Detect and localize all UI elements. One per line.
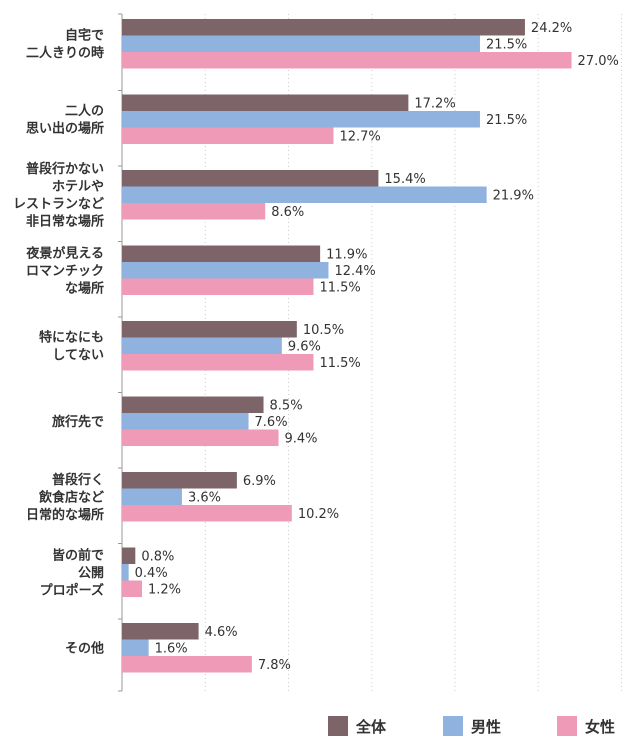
- data-label: 12.4%: [334, 264, 375, 279]
- data-label: 21.9%: [493, 188, 534, 203]
- bar: [122, 170, 379, 187]
- data-label: 7.8%: [258, 658, 291, 673]
- category-label-line: 二人の: [65, 103, 104, 119]
- legend-label: 女性: [585, 718, 615, 736]
- data-label: 27.0%: [578, 54, 619, 69]
- category-label: 普段行く飲食店など日常的な場所: [26, 472, 104, 523]
- category-label-line: 特になにも: [39, 330, 104, 346]
- bar: [122, 505, 292, 522]
- category-label-line: ロマンチック: [26, 264, 104, 279]
- bar: [122, 429, 279, 446]
- category-label-line: 非日常な場所: [26, 214, 104, 230]
- legend-label: 男性: [471, 718, 501, 736]
- bar: [122, 656, 252, 673]
- data-label: 10.5%: [303, 323, 344, 338]
- bar: [122, 321, 297, 338]
- category-labels: 自宅で二人きりの時二人の思い出の場所普段行かないホテルやレストランなど非日常な場…: [13, 28, 104, 657]
- category-label: 夜景が見えるロマンチックな場所: [25, 245, 104, 296]
- data-label: 7.6%: [255, 415, 288, 430]
- data-label: 0.8%: [141, 549, 174, 564]
- category-label-line: レストランなど: [13, 197, 104, 212]
- bar: [122, 35, 480, 52]
- category-label-line: 旅行先で: [52, 414, 104, 430]
- bar: [122, 337, 282, 354]
- bar: [122, 547, 136, 564]
- category-label: 自宅で二人きりの時: [26, 28, 104, 62]
- category-label-line: 自宅で: [65, 28, 104, 44]
- data-label: 11.5%: [319, 280, 360, 295]
- bar: [122, 262, 329, 279]
- data-label: 8.6%: [271, 205, 304, 220]
- data-label: 11.9%: [326, 247, 367, 262]
- legend-swatch: [557, 716, 577, 736]
- category-label-line: 普段行く: [52, 472, 104, 488]
- category-label: 旅行先で: [52, 414, 104, 430]
- data-label: 3.6%: [188, 490, 221, 505]
- category-label-line: 日常的な場所: [26, 507, 104, 523]
- bar: [122, 354, 314, 371]
- data-label: 17.2%: [414, 96, 455, 111]
- category-label-line: 夜景が見える: [25, 245, 104, 261]
- data-label: 8.5%: [270, 398, 303, 413]
- bar: [122, 639, 149, 656]
- data-label: 24.2%: [531, 21, 572, 36]
- data-label: 6.9%: [243, 474, 276, 489]
- legend-swatch: [328, 716, 348, 736]
- data-label: 0.4%: [135, 566, 168, 581]
- data-label: 21.5%: [486, 113, 527, 128]
- data-label: 1.6%: [155, 641, 188, 656]
- bar: [122, 203, 266, 220]
- legend: 全体 男性 女性: [328, 716, 615, 736]
- bars: 24.2% 21.5% 27.0% 17.2% 21.5% 12.7% 15.4% 21.9%…: [122, 19, 619, 673]
- data-label: 12.7%: [339, 129, 380, 144]
- bar: [122, 245, 321, 262]
- category-label-line: その他: [65, 640, 104, 656]
- data-label: 9.6%: [288, 339, 321, 354]
- category-label-line: ホテルや: [52, 180, 104, 195]
- category-label: 特になにもしてない: [39, 330, 104, 364]
- category-label: 普段行かないホテルやレストランなど非日常な場所: [13, 161, 104, 230]
- data-label: 1.2%: [148, 582, 181, 597]
- legend-swatch: [443, 716, 463, 736]
- data-label: 10.2%: [298, 507, 339, 522]
- category-label-line: な場所: [65, 280, 104, 296]
- bar: [122, 127, 334, 144]
- bar: [122, 52, 572, 69]
- data-label: 15.4%: [384, 172, 425, 187]
- category-label: その他: [65, 640, 104, 656]
- bar: [122, 413, 249, 430]
- category-label-line: 公開: [78, 566, 104, 581]
- bar: [122, 111, 480, 128]
- bar: [122, 623, 199, 640]
- category-label-line: 飲食店など: [38, 489, 104, 505]
- category-label-line: してない: [52, 348, 104, 363]
- bar: [122, 19, 525, 36]
- category-label-line: 皆の前で: [52, 547, 104, 563]
- bar: [122, 472, 237, 489]
- data-label: 9.4%: [285, 431, 318, 446]
- data-label: 21.5%: [486, 37, 527, 52]
- bar: [122, 564, 129, 581]
- category-label: 二人の思い出の場所: [26, 103, 104, 137]
- bar: [122, 278, 314, 295]
- bar: [122, 186, 487, 203]
- axis-ticks: [118, 13, 122, 692]
- category-label-line: プロポーズ: [40, 582, 104, 598]
- bar: [122, 94, 409, 111]
- category-label: 皆の前で公開プロポーズ: [40, 547, 104, 598]
- legend-label: 全体: [355, 718, 387, 736]
- data-label: 11.5%: [319, 356, 360, 371]
- bar: [122, 488, 182, 505]
- category-label-line: 二人きりの時: [26, 45, 104, 61]
- data-label: 4.6%: [205, 625, 238, 640]
- bar: [122, 580, 142, 597]
- bar: [122, 396, 264, 413]
- category-label-line: 普段行かない: [26, 161, 104, 177]
- category-label-line: 思い出の場所: [26, 121, 104, 137]
